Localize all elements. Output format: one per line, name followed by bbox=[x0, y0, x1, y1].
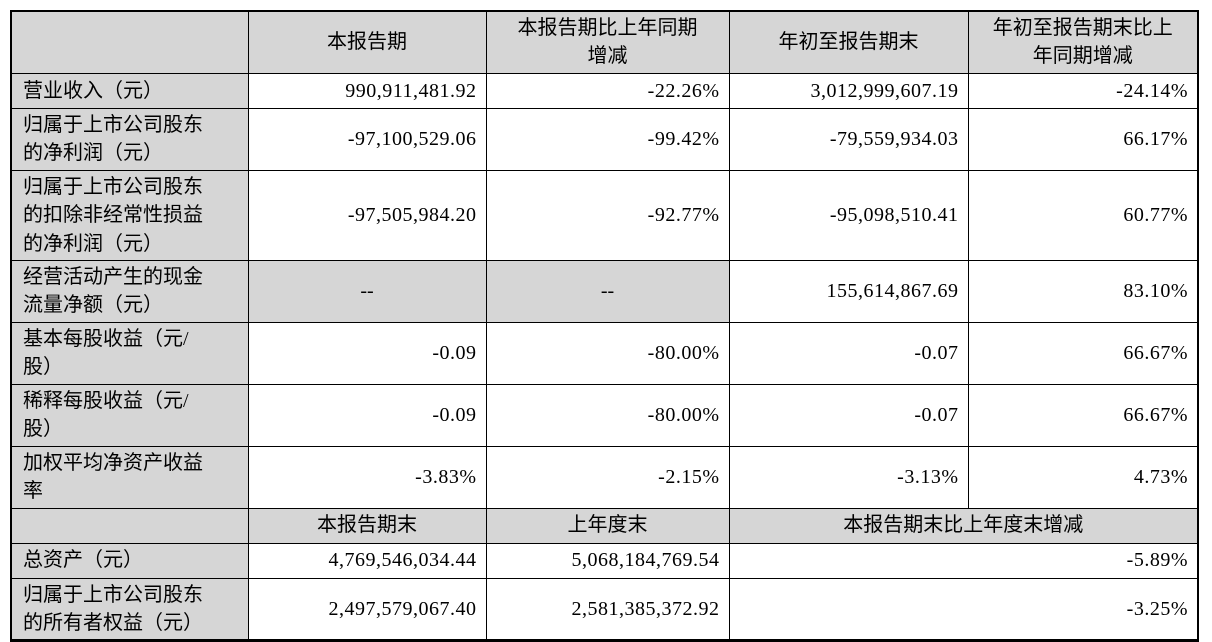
table-row: 总资产（元） 4,769,546,034.44 5,068,184,769.54… bbox=[10, 542, 1199, 579]
cell-value: 4,769,546,034.44 bbox=[247, 542, 487, 579]
cell-value: -0.09 bbox=[247, 321, 487, 385]
financial-report-page: 本报告期 本报告期比上年同期 增减 年初至报告期末 年初至报告期末比上 年同期增… bbox=[10, 10, 1199, 642]
row-label: 稀释每股收益（元/ 股） bbox=[10, 383, 249, 447]
cell-value: 66.67% bbox=[967, 321, 1199, 385]
table-row: 归属于上市公司股东 的扣除非经常性损益 的净利润（元） -97,505,984.… bbox=[10, 169, 1199, 261]
cell-value: 5,068,184,769.54 bbox=[485, 542, 730, 579]
column-header-ytd-yoy-change: 年初至报告期末比上 年同期增减 bbox=[967, 10, 1199, 74]
cell-value: -99.42% bbox=[485, 107, 730, 171]
column-header-period-end: 本报告期末 bbox=[247, 507, 487, 544]
table-row: 稀释每股收益（元/ 股） -0.09 -80.00% -0.07 66.67% bbox=[10, 383, 1199, 447]
cell-value: 3,012,999,607.19 bbox=[728, 72, 969, 109]
table-row: 经营活动产生的现金 流量净额（元） -- -- 155,614,867.69 8… bbox=[10, 259, 1199, 323]
cell-value: -3.25% bbox=[728, 577, 1199, 642]
cell-value: -80.00% bbox=[485, 321, 730, 385]
subheader-corner-cell bbox=[10, 507, 249, 544]
cell-value: 60.77% bbox=[967, 169, 1199, 261]
column-header-change-vs-prior-year-end: 本报告期末比上年度末增减 bbox=[728, 507, 1199, 544]
row-label: 总资产（元） bbox=[10, 542, 249, 579]
cell-value: 66.67% bbox=[967, 383, 1199, 447]
table-subheader-row: 本报告期末 上年度末 本报告期末比上年度末增减 bbox=[10, 507, 1199, 544]
column-header-current-period: 本报告期 bbox=[247, 10, 487, 74]
table-row: 营业收入（元） 990,911,481.92 -22.26% 3,012,999… bbox=[10, 72, 1199, 109]
cell-value: 990,911,481.92 bbox=[247, 72, 487, 109]
cell-value: 66.17% bbox=[967, 107, 1199, 171]
cell-value-na: -- bbox=[485, 259, 730, 323]
cell-value: -80.00% bbox=[485, 383, 730, 447]
table-header-row: 本报告期 本报告期比上年同期 增减 年初至报告期末 年初至报告期末比上 年同期增… bbox=[10, 10, 1199, 74]
row-label: 加权平均净资产收益 率 bbox=[10, 445, 249, 509]
column-header-yoy-change: 本报告期比上年同期 增减 bbox=[485, 10, 730, 74]
key-financials-table: 本报告期 本报告期比上年同期 增减 年初至报告期末 年初至报告期末比上 年同期增… bbox=[10, 10, 1199, 642]
cell-value: -22.26% bbox=[485, 72, 730, 109]
cell-value: -0.07 bbox=[728, 383, 969, 447]
column-header-prior-year-end: 上年度末 bbox=[485, 507, 730, 544]
row-label: 归属于上市公司股东 的扣除非经常性损益 的净利润（元） bbox=[10, 169, 249, 261]
cell-value: -0.07 bbox=[728, 321, 969, 385]
cell-value: 2,497,579,067.40 bbox=[247, 577, 487, 642]
table-row: 加权平均净资产收益 率 -3.83% -2.15% -3.13% 4.73% bbox=[10, 445, 1199, 509]
cell-value: 155,614,867.69 bbox=[728, 259, 969, 323]
table-row: 归属于上市公司股东 的所有者权益（元） 2,497,579,067.40 2,5… bbox=[10, 577, 1199, 642]
cell-value: -95,098,510.41 bbox=[728, 169, 969, 261]
cell-value: -79,559,934.03 bbox=[728, 107, 969, 171]
cell-value: 2,581,385,372.92 bbox=[485, 577, 730, 642]
cell-value: -97,505,984.20 bbox=[247, 169, 487, 261]
row-label: 基本每股收益（元/ 股） bbox=[10, 321, 249, 385]
row-label: 归属于上市公司股东 的净利润（元） bbox=[10, 107, 249, 171]
cell-value: -5.89% bbox=[728, 542, 1199, 579]
cell-value: -92.77% bbox=[485, 169, 730, 261]
table-row: 基本每股收益（元/ 股） -0.09 -80.00% -0.07 66.67% bbox=[10, 321, 1199, 385]
cell-value: -2.15% bbox=[485, 445, 730, 509]
cell-value: -0.09 bbox=[247, 383, 487, 447]
header-corner-cell bbox=[10, 10, 249, 74]
row-label: 归属于上市公司股东 的所有者权益（元） bbox=[10, 577, 249, 642]
row-label: 经营活动产生的现金 流量净额（元） bbox=[10, 259, 249, 323]
cell-value: 83.10% bbox=[967, 259, 1199, 323]
cell-value: -3.83% bbox=[247, 445, 487, 509]
cell-value: -3.13% bbox=[728, 445, 969, 509]
cell-value: -97,100,529.06 bbox=[247, 107, 487, 171]
column-header-ytd: 年初至报告期末 bbox=[728, 10, 969, 74]
cell-value-na: -- bbox=[247, 259, 487, 323]
row-label: 营业收入（元） bbox=[10, 72, 249, 109]
cell-value: -24.14% bbox=[967, 72, 1199, 109]
cell-value: 4.73% bbox=[967, 445, 1199, 509]
table-row: 归属于上市公司股东 的净利润（元） -97,100,529.06 -99.42%… bbox=[10, 107, 1199, 171]
